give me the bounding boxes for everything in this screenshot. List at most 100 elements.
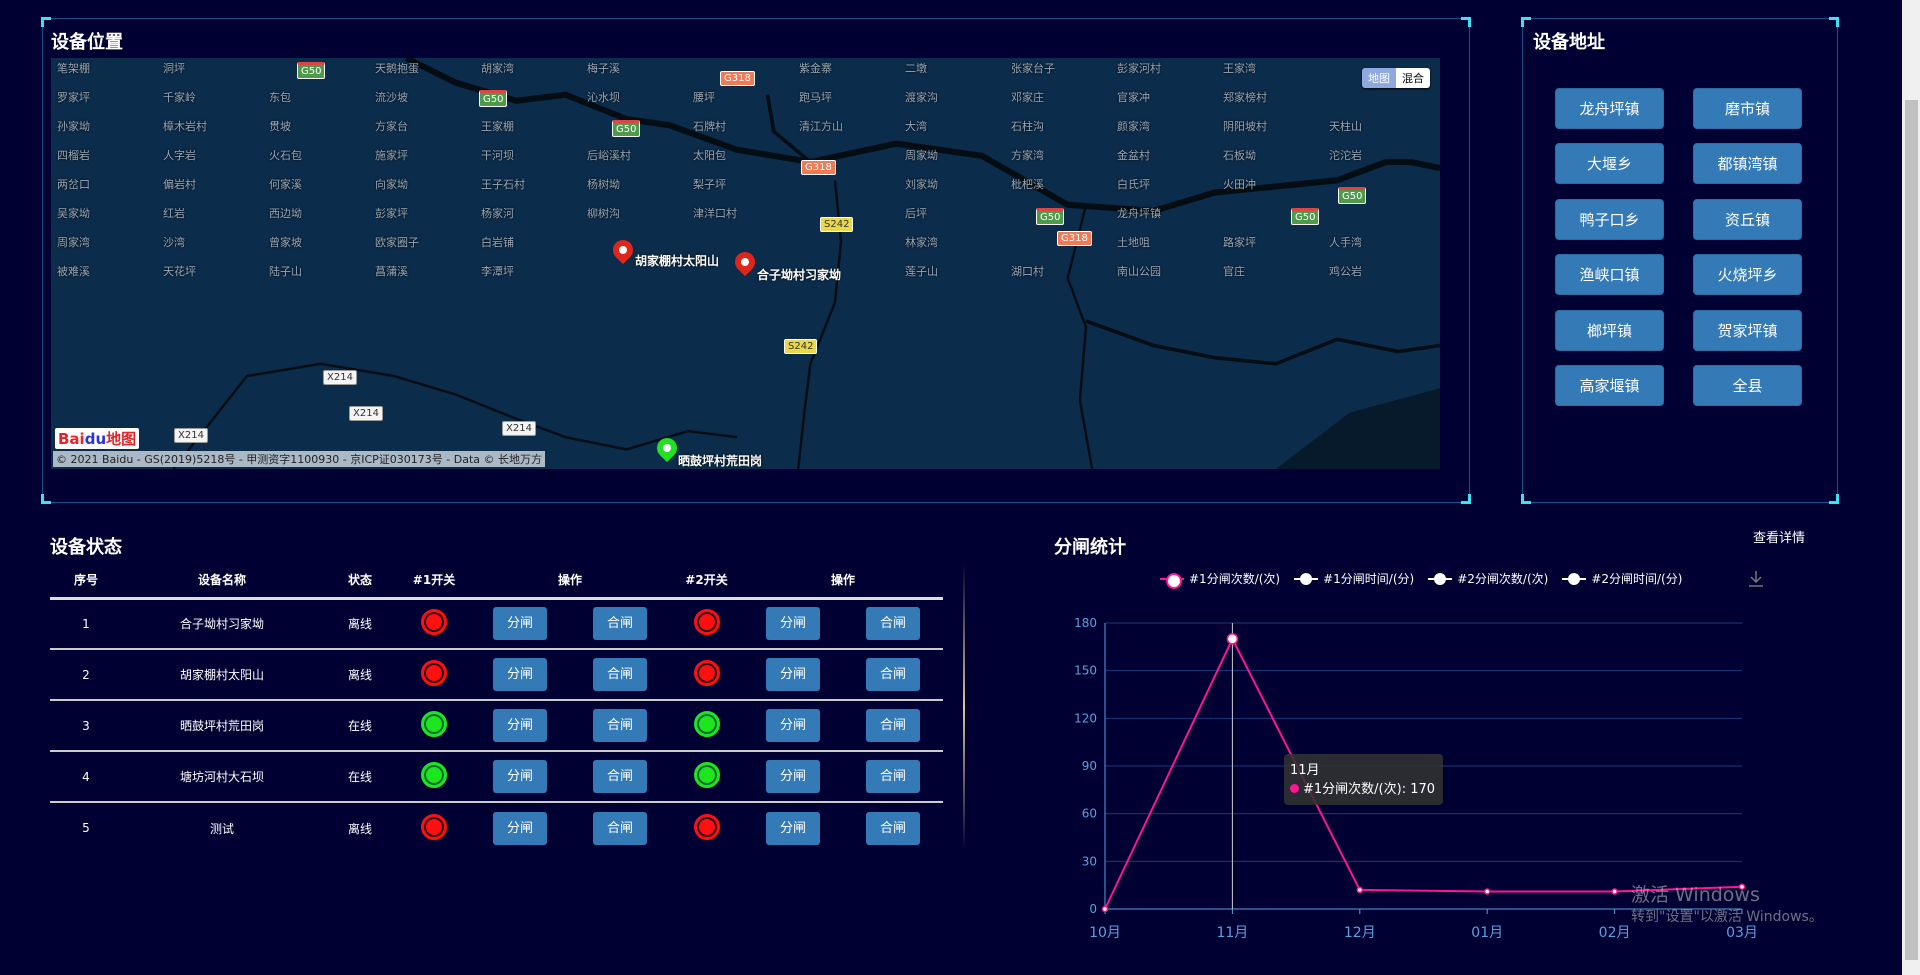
- place-label: 被难溪: [57, 265, 90, 278]
- marker-label: 晒鼓坪村荒田岗: [678, 454, 763, 468]
- cell-status: 离线: [347, 821, 372, 836]
- road-shield: G50: [1291, 208, 1320, 225]
- close-switch-button[interactable]: 合闸: [866, 709, 920, 742]
- view-details-link[interactable]: 查看详情: [1753, 531, 1806, 546]
- town-button[interactable]: 全县: [1693, 365, 1802, 406]
- data-point: [1611, 888, 1618, 895]
- marker-label: 合子坳村习家坳: [757, 268, 842, 282]
- place-label: 沁水坝: [587, 91, 620, 104]
- place-label: 偏岩村: [163, 178, 196, 191]
- switch-indicator-icon: [421, 762, 447, 788]
- scrollbar-thumb[interactable]: [1905, 100, 1918, 960]
- place-label: 路家坪: [1223, 236, 1256, 249]
- place-label: 紫金寨: [799, 62, 832, 75]
- legend-item[interactable]: #2分闸次数/(次): [1428, 570, 1548, 587]
- close-switch-button[interactable]: 合闸: [866, 658, 920, 691]
- close-switch-button[interactable]: 合闸: [866, 607, 920, 641]
- action-cell: 分闸 合闸: [470, 700, 670, 752]
- road-shield: G318: [720, 71, 755, 86]
- x-tick-label: 02月: [1599, 925, 1631, 941]
- device-status-table: 序号 设备名称 状态 #1开关 操作 #2开关 操作 1 合子坳村习家坳 离线 …: [50, 563, 943, 853]
- town-button[interactable]: 磨市镇: [1693, 88, 1802, 129]
- close-switch-button[interactable]: 合闸: [593, 607, 647, 641]
- place-label: 枇杷溪: [1011, 178, 1044, 191]
- open-switch-button[interactable]: 分闸: [493, 709, 547, 742]
- corner-decoration: [1829, 494, 1839, 504]
- town-button[interactable]: 渔峡口镇: [1555, 254, 1664, 295]
- map-type-map[interactable]: 地图: [1362, 68, 1396, 88]
- place-label: 王子石村: [481, 178, 525, 191]
- open-switch-button[interactable]: 分闸: [766, 760, 820, 793]
- corner-decoration: [1521, 17, 1531, 27]
- close-switch-button[interactable]: 合闸: [593, 658, 647, 691]
- town-button[interactable]: 高家堰镇: [1555, 365, 1664, 406]
- map-type-hybrid[interactable]: 混合: [1396, 68, 1430, 88]
- town-button[interactable]: 榔坪镇: [1555, 310, 1664, 351]
- device-status-title: 设备状态: [50, 537, 122, 558]
- legend-item[interactable]: #1分闸次数/(次): [1160, 570, 1280, 589]
- close-switch-button[interactable]: 合闸: [866, 760, 920, 793]
- corner-decoration: [1521, 494, 1531, 504]
- map-view[interactable]: 笔架棚 洞坪 天鹅抱蛋 胡家湾 梅子溪 紫金寨 二墩 张家台子 彭家河村 王家湾 罗家坪 千家岭 东包 流…: [51, 58, 1440, 469]
- panel-title: 设备位置: [51, 32, 123, 53]
- place-label: 彭家河村: [1117, 62, 1161, 75]
- panel-title: 设备地址: [1533, 32, 1605, 53]
- open-switch-button[interactable]: 分闸: [766, 811, 820, 845]
- map-type-switch[interactable]: 地图 混合: [1362, 68, 1430, 88]
- close-switch-button[interactable]: 合闸: [593, 811, 647, 845]
- download-icon[interactable]: [1748, 570, 1764, 588]
- switch2-cell: [670, 700, 743, 752]
- close-switch-button[interactable]: 合闸: [593, 760, 647, 793]
- section-divider: [963, 563, 965, 851]
- y-tick-label: 180: [1074, 616, 1097, 630]
- road-shield: G318: [801, 160, 836, 175]
- open-switch-button[interactable]: 分闸: [493, 658, 547, 691]
- open-switch-button[interactable]: 分闸: [493, 607, 547, 641]
- place-label: 方家湾: [1011, 149, 1044, 162]
- road-x214: [172, 362, 738, 469]
- baidu-logo: Baidu地图: [55, 428, 140, 449]
- legend-item[interactable]: #2分闸时间/(分): [1562, 570, 1682, 587]
- open-switch-button[interactable]: 分闸: [766, 607, 820, 641]
- place-label: 方家台: [375, 120, 408, 133]
- line-chart: 0 30 60 90 120 150 180 10月 11月 12月 01月 02月 03月: [1074, 616, 1758, 941]
- place-label: 湖口村: [1011, 265, 1044, 278]
- close-switch-button[interactable]: 合闸: [866, 811, 920, 845]
- town-button[interactable]: 大堰乡: [1555, 143, 1664, 184]
- town-button[interactable]: 火烧坪乡: [1693, 254, 1802, 295]
- close-switch-button[interactable]: 合闸: [593, 709, 647, 742]
- river: [1275, 388, 1440, 469]
- marker-label: 胡家棚村太阳山: [635, 254, 720, 268]
- town-button[interactable]: 贺家坪镇: [1693, 310, 1802, 351]
- switch1-cell: [398, 802, 470, 853]
- place-label: 白氏坪: [1117, 178, 1150, 191]
- town-button[interactable]: 龙舟坪镇: [1555, 88, 1664, 129]
- header-switch2: #2开关: [670, 563, 743, 600]
- action-cell: 分闸 合闸: [743, 802, 943, 853]
- open-switch-button[interactable]: 分闸: [493, 811, 547, 845]
- tooltip-title: 11月: [1290, 763, 1320, 778]
- action-cell: 分闸 合闸: [743, 598, 943, 650]
- open-switch-button[interactable]: 分闸: [766, 709, 820, 742]
- place-label: 红岩: [163, 207, 185, 220]
- place-label: 官家冲: [1117, 91, 1150, 104]
- place-label: 施家坪: [375, 149, 408, 162]
- open-switch-button[interactable]: 分闸: [493, 760, 547, 793]
- legend-item[interactable]: #1分闸时间/(分): [1294, 570, 1414, 587]
- town-button[interactable]: 都镇湾镇: [1693, 143, 1802, 184]
- place-label: 千家岭: [163, 91, 196, 104]
- page-scrollbar[interactable]: [1902, 0, 1920, 975]
- open-switch-button[interactable]: 分闸: [766, 658, 820, 691]
- place-label: 大湾: [905, 120, 927, 133]
- y-tick-label: 60: [1082, 807, 1097, 821]
- cell-name: 测试: [209, 821, 234, 836]
- data-point: [1101, 905, 1109, 913]
- place-label: 郑家榜村: [1223, 91, 1267, 104]
- town-button[interactable]: 资丘镇: [1693, 199, 1802, 240]
- cell-status: 在线: [322, 700, 398, 752]
- place-label: 西边坳: [269, 207, 302, 220]
- x-tick-label: 10月: [1089, 925, 1121, 941]
- town-button[interactable]: 鸭子口乡: [1555, 199, 1664, 240]
- cell-status: 离线: [322, 598, 398, 650]
- switch2-cell: [670, 598, 743, 650]
